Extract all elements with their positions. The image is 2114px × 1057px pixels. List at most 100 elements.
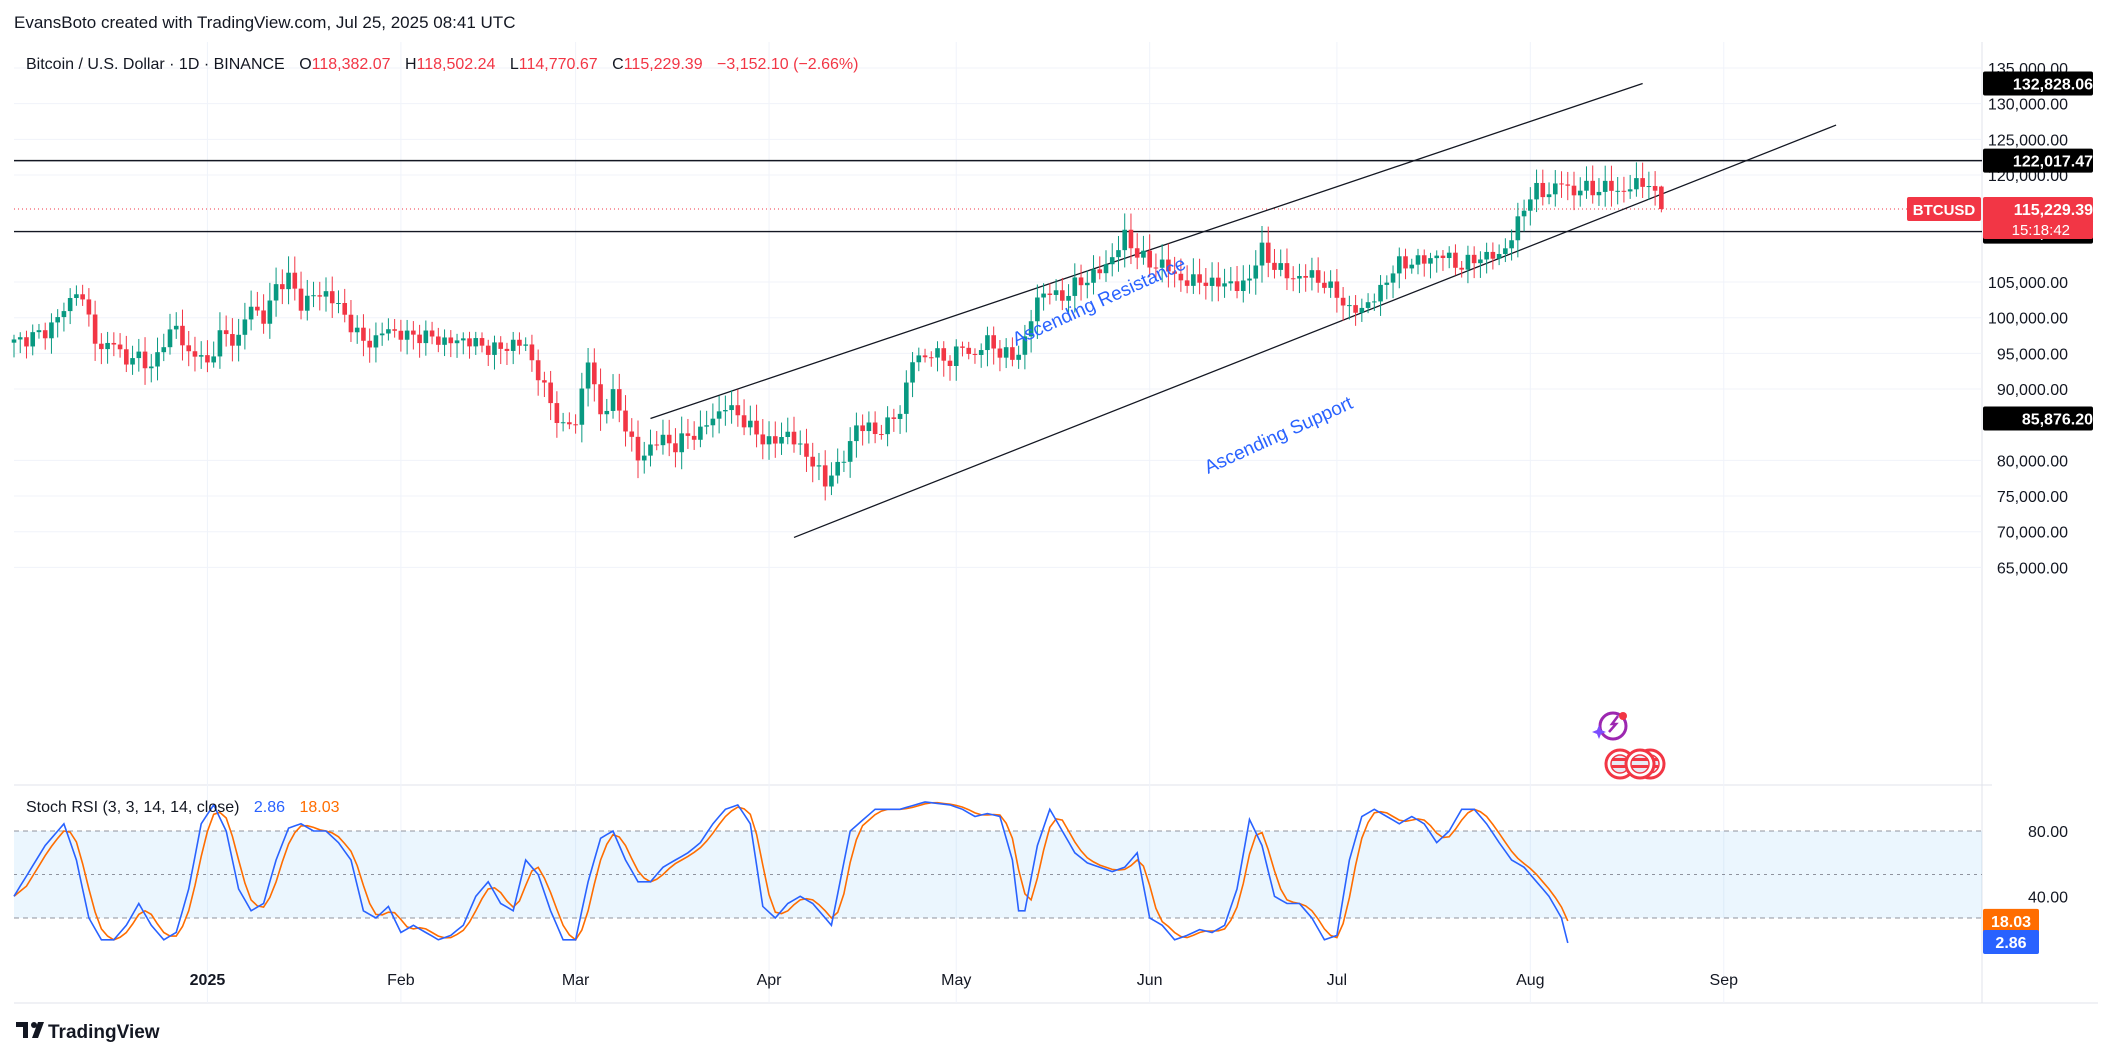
stoch-title[interactable]: Stoch RSI (3, 3, 14, 14, close): [26, 799, 239, 816]
candle: [367, 328, 372, 363]
candle: [1534, 169, 1539, 213]
candle: [148, 354, 154, 383]
tradingview-logo[interactable]: TradingView: [16, 1022, 160, 1043]
candle: [92, 300, 98, 361]
candle: [785, 417, 791, 445]
candle: [517, 332, 522, 355]
candle: [198, 341, 204, 369]
candle: [972, 348, 978, 364]
stoch-tick-label: 80.00: [2028, 824, 2068, 841]
candle: [86, 288, 92, 327]
credit-line: EvansBoto created with TradingView.com, …: [14, 13, 515, 32]
ticker-badge[interactable]: [1907, 197, 1981, 222]
candle: [99, 333, 104, 365]
candle: [379, 322, 385, 346]
candle: [1072, 263, 1078, 313]
candle: [436, 327, 441, 353]
candle: [1546, 182, 1552, 205]
candle: [1284, 248, 1290, 291]
candle: [822, 450, 828, 501]
stoch-d-value: 18.03: [299, 799, 339, 816]
candle: [847, 427, 853, 478]
candle: [1659, 185, 1664, 213]
symbol-title[interactable]: Bitcoin / U.S. Dollar · 1D · BINANCE: [26, 56, 285, 73]
candle: [117, 333, 123, 358]
candle: [510, 331, 516, 365]
candle: [985, 326, 990, 367]
ai-event-icon[interactable]: [1592, 711, 1628, 741]
candle: [991, 326, 996, 365]
candle: [261, 294, 266, 334]
price-tick-label: 105,000.00: [1988, 275, 2068, 292]
candle: [797, 430, 803, 455]
candle: [1515, 202, 1521, 258]
candle: [1559, 171, 1564, 198]
candle: [1503, 238, 1508, 263]
candle: [554, 391, 560, 438]
candle: [61, 302, 67, 332]
candle: [1122, 213, 1128, 268]
annotation-ascending-support[interactable]: Ascending Support: [1201, 393, 1356, 479]
ascending-resistance-line[interactable]: [650, 82, 1643, 420]
candle: [1197, 258, 1202, 295]
candle: [1509, 229, 1514, 261]
candle: [560, 412, 566, 432]
candle: [1141, 235, 1146, 265]
us-flag-events-icon[interactable]: [1604, 748, 1666, 780]
candle: [1490, 242, 1496, 270]
candle: [298, 271, 304, 320]
price-tick-label: 65,000.00: [1997, 560, 2068, 577]
price-tick-label: 100,000.00: [1988, 311, 2068, 328]
candle: [1109, 243, 1115, 277]
candle: [1640, 162, 1645, 198]
stoch-legend: Stoch RSI (3, 3, 14, 14, close) 2.86 18.…: [26, 799, 340, 816]
candle: [1315, 257, 1321, 293]
candle: [448, 330, 454, 358]
candle: [454, 333, 460, 358]
candle: [460, 332, 466, 355]
candle: [978, 343, 984, 368]
candle: [479, 332, 485, 353]
time-tick-label: Sep: [1710, 972, 1739, 989]
candle: [398, 319, 404, 352]
candle: [960, 341, 965, 357]
bar-countdown: 15:18:42: [2012, 222, 2070, 239]
candle: [816, 452, 822, 481]
level-price-label[interactable]: 132,828.06: [1983, 71, 2093, 96]
candle: [1166, 243, 1171, 288]
candle: [1571, 171, 1577, 211]
candle: [30, 324, 36, 356]
candle: [55, 309, 60, 338]
level-price-label[interactable]: 85,876.20: [1983, 406, 2093, 431]
candle: [1134, 233, 1140, 270]
candle: [997, 340, 1003, 372]
candle: [573, 414, 578, 434]
candle: [223, 315, 229, 347]
stoch-d-line: [13, 801, 1569, 941]
candle: [236, 318, 241, 362]
candle: [1577, 177, 1583, 207]
candle: [1609, 165, 1614, 207]
candle: [1290, 266, 1296, 292]
ascending-support-line[interactable]: [793, 124, 1837, 539]
candle: [267, 282, 273, 339]
candle: [648, 429, 653, 467]
candle: [1191, 258, 1196, 294]
candle: [361, 314, 366, 357]
candle: [504, 342, 510, 365]
price-tick-label: 70,000.00: [1997, 525, 2068, 542]
level-price-label[interactable]: 122,017.47: [1983, 148, 2093, 173]
candle: [1434, 250, 1440, 273]
candle: [1028, 309, 1034, 353]
price-tick-label: 95,000.00: [1997, 346, 2068, 363]
candle: [1446, 246, 1452, 269]
stoch-k-value: 2.86: [254, 799, 285, 816]
candle: [386, 318, 391, 341]
candle: [1415, 248, 1421, 275]
candle: [417, 324, 422, 358]
last-price-tag[interactable]: BTCUSD 115,229.39 15:18:42: [1907, 197, 2093, 240]
candle: [928, 351, 934, 367]
candle: [173, 312, 179, 339]
candle: [1652, 171, 1658, 206]
candle: [910, 352, 915, 398]
